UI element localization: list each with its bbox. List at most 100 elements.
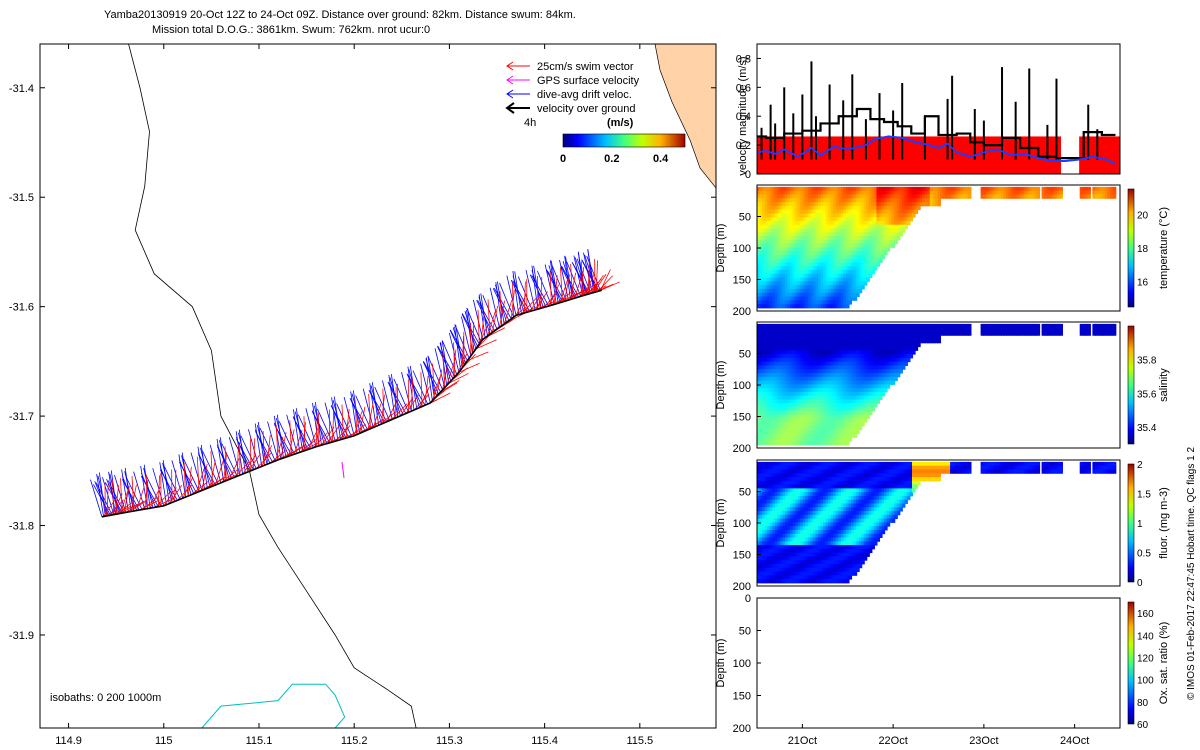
drift-vector [406,373,423,407]
swim-vector [394,386,397,419]
swim-vector [598,281,620,292]
swim-vector [367,403,374,431]
swim-vector [446,361,455,386]
swim-vector [163,487,177,507]
drift-vector [401,372,412,412]
depth-tick-label: 50 [739,487,751,499]
drift-vector [349,397,366,432]
swim-vector [419,386,430,408]
depth-tick-label: 0 [745,593,751,605]
depth-axis-label: Depth (m) [715,224,727,273]
colorbar-tick-label: 120 [1137,653,1154,664]
swim-vector [405,394,419,414]
drift-vector [427,356,443,390]
drift-vector [506,275,517,316]
swim-vector [568,288,588,301]
depth-axis-label: Depth (m) [715,639,727,688]
legend-swim: 25cm/s swim vector [537,61,634,73]
date-tick-label: 22Oct [878,735,907,747]
drift-vector [273,415,282,459]
swim-vector [461,336,464,368]
drift-vector [267,421,279,460]
swim-vector [139,499,160,511]
drift-vector [293,417,312,449]
drift-vector [90,479,103,517]
swim-vector [353,411,363,436]
drift-vector [434,348,446,388]
drift-vector [198,454,216,486]
drift-vector [449,330,467,364]
drift-vector [439,342,452,382]
drift-vector [499,282,515,318]
drift-vector [190,452,203,491]
swim-vector [103,497,117,517]
swim-vector [120,478,123,514]
swim-vector [315,415,318,447]
colorbar-tick-label: 80 [1137,698,1149,709]
swim-vector [354,399,358,435]
drift-vector [420,363,431,404]
velocity-ytick-label: 0.4 [736,111,751,123]
depth-tick-label: 150 [733,275,751,287]
swim-vector [106,484,109,516]
swim-vector [480,312,485,342]
colorbar-tick-label: 0.5 [1137,549,1151,560]
drift-vector [454,324,470,359]
drift-vector [583,252,593,294]
drift-vector [312,402,320,447]
swim-vector [223,452,228,482]
swim-vector [442,362,449,390]
swim-vector [280,432,287,460]
colorbar-unit: (m/s) [607,117,634,129]
depth-tick-label: 150 [733,412,751,424]
depth-tick-label: 50 [739,349,751,361]
swim-vector [440,380,460,393]
drift-vector [493,287,512,320]
drift-vector [388,374,396,419]
swim-vector [289,420,293,456]
drift-vector [152,468,165,506]
swim-vector [359,406,366,434]
map-ytick-label: -31.6 [9,302,34,314]
swim-vector [224,446,227,481]
swim-vector [345,408,350,439]
swim-vector [145,474,148,509]
drift-vector [183,458,200,492]
drift-vector [461,313,478,347]
swim-vector [183,462,186,498]
swim-vector [432,363,435,399]
depth-axis-label: Depth (m) [715,499,727,548]
swim-vector [581,261,584,296]
date-tick-label: 23Oct [969,735,998,747]
swim-vector [499,290,503,326]
map-xtick-label: 115.1 [246,735,273,747]
drift-vector [529,274,547,307]
swim-vector [559,278,569,303]
depth-tick-label: 200 [733,581,751,593]
drift-vector [423,361,441,393]
swim-vector [448,372,469,384]
swim-vector [209,460,216,488]
swim-vector [560,266,563,302]
drift-vector [171,460,184,499]
drift-vector [492,288,510,321]
map-xtick-label: 115.5 [626,735,653,747]
drift-vector [238,432,249,473]
swim-vector [442,352,446,388]
colorbar-tick-label: 1 [1137,519,1143,530]
map-xtick-label: 115.2 [341,735,368,747]
swim-vector [288,429,295,457]
swim-vector [549,270,552,306]
map-ytick-label: -31.4 [9,83,34,95]
depth-tick-label: 100 [733,380,751,392]
drift-vector [221,443,238,477]
swim-vector [332,410,335,443]
velocity-ytick-label: 0.8 [736,53,751,65]
date-tick-label: 21Oct [788,735,817,747]
colorbar-tick-label: 2 [1137,460,1143,471]
swim-vector [190,481,209,496]
swim-vector [321,426,335,446]
velocity-over-ground-track [101,289,602,518]
drift-vector [482,295,498,330]
